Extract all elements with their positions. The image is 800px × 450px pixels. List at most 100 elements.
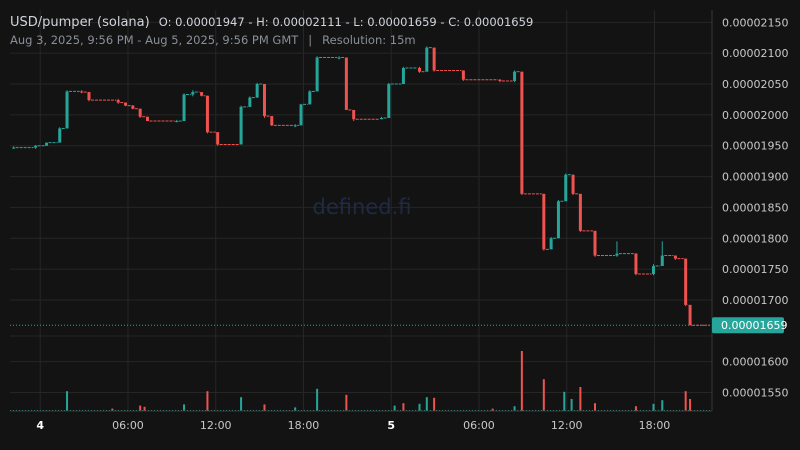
price-tick-label: 0.00002150 xyxy=(722,16,788,29)
volume-bar xyxy=(652,403,655,411)
volume-bar xyxy=(263,404,266,411)
volume-bar xyxy=(594,403,596,411)
volume-bar xyxy=(316,388,319,411)
price-tick-label: 0.00001600 xyxy=(722,356,788,369)
candle-body xyxy=(571,174,575,194)
candle-body xyxy=(513,71,517,81)
time-tick-label: 06:00 xyxy=(112,419,144,432)
volume-bar xyxy=(513,406,516,411)
volume-bar xyxy=(520,351,523,411)
candles[interactable] xyxy=(12,46,710,326)
candle-body xyxy=(578,193,582,231)
date-range: Aug 3, 2025, 9:56 PM - Aug 5, 2025, 9:56… xyxy=(10,33,299,47)
candle-body xyxy=(45,142,49,146)
candle-body xyxy=(80,91,84,93)
price-tick-label: 0.00001950 xyxy=(722,140,788,153)
candle-body xyxy=(660,255,664,267)
candle-body xyxy=(175,121,179,123)
candle-body xyxy=(673,255,677,259)
candle-body xyxy=(315,57,319,92)
time-axis: 4 06:00 12:00 18:00 5 06:00 12:00 18:00 xyxy=(36,419,670,432)
volume-bar xyxy=(345,394,348,411)
candle-body xyxy=(299,104,303,126)
volume-bar xyxy=(570,399,573,411)
volume-bar xyxy=(433,397,436,411)
volume-bar xyxy=(294,407,297,411)
chart-subheader: Aug 3, 2025, 9:56 PM - Aug 5, 2025, 9:56… xyxy=(10,33,416,47)
candle-body xyxy=(542,193,546,250)
last-price-badge-bg xyxy=(712,317,784,334)
ohlc-readout: O: 0.00001947 - H: 0.00002111 - L: 0.000… xyxy=(158,15,534,29)
volume-bar xyxy=(634,406,637,411)
volume-bar xyxy=(425,397,428,411)
price-axis: 0.00002150 0.00002100 0.00002050 0.00002000… xyxy=(10,10,788,412)
candle-body xyxy=(684,258,688,305)
price-tick-label: 0.00001800 xyxy=(722,232,788,245)
price-tick-label: 0.00001850 xyxy=(722,201,788,214)
candle-body xyxy=(418,67,421,72)
candle-body xyxy=(520,71,524,194)
candle-body xyxy=(116,100,120,103)
candle-body xyxy=(556,201,560,239)
volume-bar xyxy=(491,408,494,411)
volume-bar xyxy=(661,400,664,411)
volume-bar xyxy=(183,404,186,411)
candle-body xyxy=(337,57,341,59)
price-tick-label: 0.00001550 xyxy=(722,386,788,399)
pair-title[interactable]: USD/pumper (solana) xyxy=(10,15,150,30)
watermark: defined.fi xyxy=(313,195,412,219)
price-tick-label: 0.00001750 xyxy=(722,263,788,276)
candle-body xyxy=(293,125,297,127)
candle-body xyxy=(379,117,383,120)
last-price-badge-label: 0.00001659 xyxy=(721,319,787,332)
price-tick-label: 0.00002000 xyxy=(722,109,788,122)
candle-body xyxy=(138,108,142,117)
candle-body xyxy=(461,70,465,80)
candle-body xyxy=(432,47,436,71)
candle-body xyxy=(65,91,69,129)
candle-body xyxy=(498,79,502,81)
separator: | xyxy=(308,33,313,47)
chart-header: USD/pumper (solana) O: 0.00001947 - H: 0… xyxy=(10,11,533,30)
candle-body xyxy=(12,147,16,149)
candle-body xyxy=(131,105,135,109)
volume-bar xyxy=(206,391,209,411)
grid-layer xyxy=(10,10,712,411)
candle-body xyxy=(191,92,195,95)
volume-bar xyxy=(418,403,421,411)
candle-body xyxy=(182,94,186,122)
volume-bar xyxy=(684,391,687,411)
candle-body xyxy=(549,238,553,250)
volume-bars xyxy=(10,351,712,411)
last-price-badge: 0.00001659 xyxy=(712,317,787,334)
candle-body xyxy=(255,84,259,98)
candle-body xyxy=(564,174,568,202)
volume-bar xyxy=(240,397,243,411)
candle-body xyxy=(34,145,38,148)
candle-body xyxy=(205,95,209,133)
candle-body xyxy=(593,230,597,256)
candle-body xyxy=(216,132,220,145)
candle-body xyxy=(145,116,149,122)
candle-body xyxy=(352,109,356,120)
candle-body xyxy=(688,304,692,326)
candle-body xyxy=(425,47,429,72)
candle-body xyxy=(634,253,638,275)
time-tick-label: 12:00 xyxy=(200,419,232,432)
time-tick-label: 18:00 xyxy=(639,419,671,432)
candle-body xyxy=(87,92,91,101)
volume-bar xyxy=(402,403,405,411)
candle-body xyxy=(262,84,266,117)
candle-body xyxy=(200,92,204,96)
price-tick-label: 0.00001900 xyxy=(722,171,788,184)
time-tick-label: 4 xyxy=(36,419,44,432)
price-tick-label: 0.00002050 xyxy=(722,78,788,91)
time-tick-label: 18:00 xyxy=(288,419,320,432)
volume-bar xyxy=(542,379,545,411)
candle-body xyxy=(248,97,252,107)
candle-body xyxy=(387,84,391,118)
candle-body xyxy=(239,106,243,145)
resolution-label[interactable]: Resolution: 15m xyxy=(322,33,416,47)
